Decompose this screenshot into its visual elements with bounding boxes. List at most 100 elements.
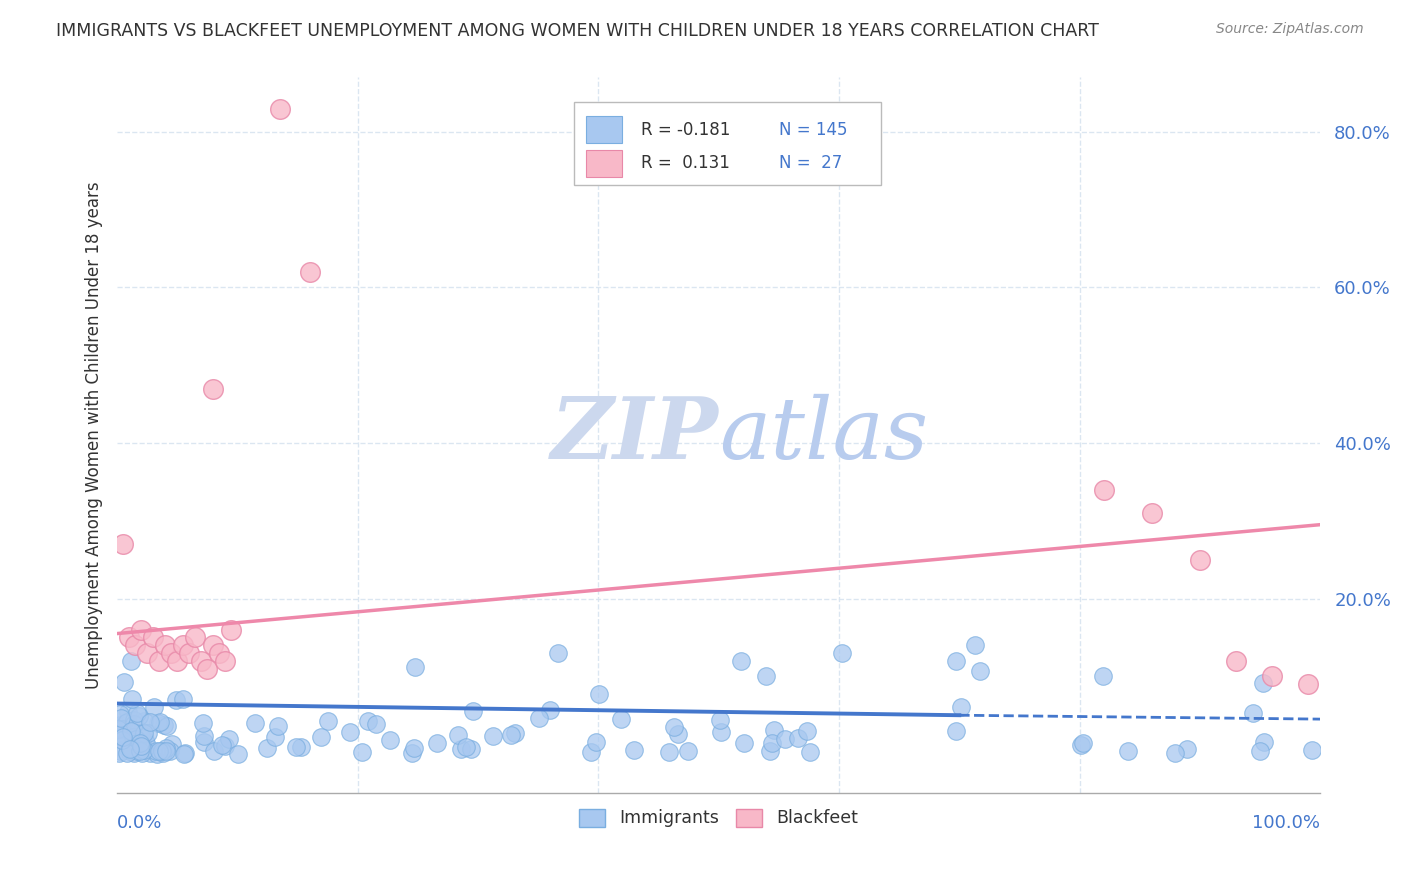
- Point: [128, 709, 150, 723]
- Text: ZIP: ZIP: [551, 393, 718, 477]
- Point: [547, 646, 569, 660]
- Point: [447, 728, 470, 742]
- Point: [120, 654, 142, 668]
- Point: [710, 725, 733, 739]
- Point: [152, 718, 174, 732]
- Point: [579, 745, 602, 759]
- Point: [404, 660, 426, 674]
- Point: [131, 735, 153, 749]
- Point: [1164, 746, 1187, 760]
- Point: [709, 713, 731, 727]
- Point: [118, 631, 141, 645]
- Point: [107, 723, 129, 737]
- Text: R = -0.181: R = -0.181: [641, 120, 730, 138]
- Point: [190, 654, 212, 668]
- Point: [122, 731, 145, 746]
- Bar: [586, 150, 623, 177]
- Point: [129, 739, 152, 754]
- Point: [172, 691, 194, 706]
- Point: [945, 654, 967, 668]
- Point: [1071, 736, 1094, 750]
- Point: [152, 747, 174, 761]
- Point: [160, 646, 183, 660]
- Point: [623, 743, 645, 757]
- Text: 100.0%: 100.0%: [1253, 814, 1320, 832]
- Point: [221, 623, 243, 637]
- Point: [318, 714, 340, 728]
- Point: [226, 747, 249, 761]
- Point: [658, 745, 681, 759]
- Point: [148, 743, 170, 757]
- Point: [796, 723, 818, 738]
- Text: N = 145: N = 145: [779, 120, 848, 138]
- Point: [149, 714, 172, 729]
- Point: [115, 716, 138, 731]
- Point: [1301, 742, 1323, 756]
- Point: [267, 719, 290, 733]
- Point: [127, 735, 149, 749]
- Point: [193, 734, 215, 748]
- Point: [538, 703, 561, 717]
- Point: [298, 265, 321, 279]
- Text: N =  27: N = 27: [779, 154, 842, 172]
- Point: [108, 706, 131, 721]
- Point: [191, 716, 214, 731]
- Point: [357, 714, 380, 728]
- Point: [969, 664, 991, 678]
- Point: [125, 743, 148, 757]
- Point: [120, 723, 142, 738]
- Point: [138, 714, 160, 729]
- Point: [131, 746, 153, 760]
- Point: [1175, 741, 1198, 756]
- Point: [1253, 734, 1275, 748]
- Text: Source: ZipAtlas.com: Source: ZipAtlas.com: [1216, 22, 1364, 37]
- Point: [120, 742, 142, 756]
- Point: [193, 729, 215, 743]
- Point: [401, 747, 423, 761]
- Point: [129, 744, 152, 758]
- Point: [173, 747, 195, 761]
- Point: [1140, 506, 1163, 520]
- Point: [1249, 744, 1271, 758]
- Point: [950, 700, 973, 714]
- Point: [773, 731, 796, 746]
- Point: [454, 740, 477, 755]
- Point: [122, 713, 145, 727]
- Point: [172, 638, 194, 652]
- Point: [118, 740, 141, 755]
- Point: [184, 631, 207, 645]
- Point: [118, 744, 141, 758]
- Point: [179, 646, 201, 660]
- Point: [945, 724, 967, 739]
- Point: [122, 731, 145, 745]
- Point: [505, 726, 527, 740]
- Point: [309, 730, 332, 744]
- Point: [128, 736, 150, 750]
- Point: [202, 382, 225, 396]
- Point: [125, 736, 148, 750]
- Point: [831, 646, 853, 660]
- Point: [125, 732, 148, 747]
- FancyBboxPatch shape: [574, 103, 882, 185]
- Point: [214, 739, 236, 753]
- Point: [588, 687, 610, 701]
- Point: [1251, 675, 1274, 690]
- Point: [202, 638, 225, 652]
- Point: [160, 737, 183, 751]
- Point: [159, 744, 181, 758]
- Point: [145, 743, 167, 757]
- Point: [339, 724, 361, 739]
- Point: [124, 638, 146, 652]
- Point: [202, 744, 225, 758]
- Point: [1188, 552, 1211, 566]
- Point: [115, 746, 138, 760]
- Point: [120, 740, 142, 755]
- Point: [662, 720, 685, 734]
- Point: [108, 747, 131, 761]
- Point: [129, 729, 152, 743]
- Point: [132, 714, 155, 728]
- Point: [142, 700, 165, 714]
- Point: [107, 726, 129, 740]
- Point: [404, 741, 426, 756]
- Point: [1070, 739, 1092, 753]
